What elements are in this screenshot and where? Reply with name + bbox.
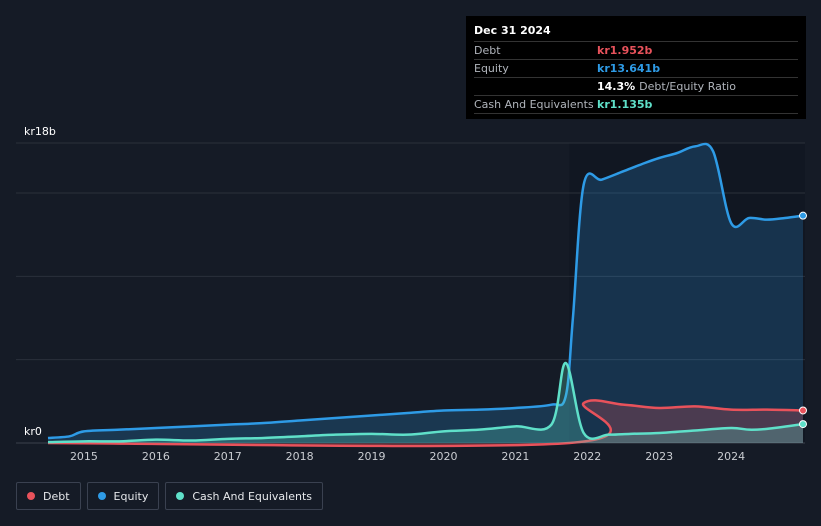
legend-label: Debt [43, 489, 70, 503]
tooltip-label [474, 78, 597, 95]
y-tick-label: kr18b [24, 125, 56, 138]
series-area-equity [48, 143, 803, 443]
tooltip-value: kr1.135b [597, 98, 653, 111]
tooltip-label: Equity [474, 62, 509, 75]
x-tick-label: 2015 [70, 450, 98, 463]
x-tick-label: 2022 [573, 450, 601, 463]
debt-dot-icon [27, 492, 35, 500]
legend-label: Equity [113, 489, 149, 503]
series-line-cash-and-equivalents [47, 361, 804, 444]
x-tick-label: 2023 [645, 450, 673, 463]
x-tick-label: 2018 [286, 450, 314, 463]
series-line-debt [47, 399, 804, 448]
tooltip-row-ratio: 14.3% Debt/Equity Ratio [474, 78, 798, 96]
tooltip-value: kr13.641b [597, 62, 661, 75]
x-tick-label: 2024 [717, 450, 745, 463]
legend-label: Cash And Equivalents [192, 489, 312, 503]
x-tick-label: 2017 [214, 450, 242, 463]
legend-item-cash[interactable]: Cash And Equivalents [165, 482, 323, 510]
cash-dot-icon [176, 492, 185, 500]
x-tick-label: 2016 [142, 450, 170, 463]
tooltip: Dec 31 2024 Debt kr1.952b Equity kr13.64… [466, 16, 806, 119]
tooltip-row-equity: Equity kr13.641b [474, 60, 798, 78]
series-end-point [799, 211, 807, 220]
tooltip-row-cash: Cash And Equivalents kr1.135b [474, 96, 798, 114]
series-end-point [799, 406, 807, 415]
equity-dot-icon [97, 492, 106, 500]
tooltip-ratio-suffix: Debt/Equity Ratio [639, 80, 736, 93]
x-tick-label: 2021 [501, 450, 529, 463]
tooltip-label: Debt [474, 44, 501, 57]
tooltip-row-debt: Debt kr1.952b [474, 42, 798, 60]
legend: Debt Equity Cash And Equivalents [16, 482, 323, 510]
tooltip-value: kr1.952b [597, 44, 653, 57]
series-end-point [799, 420, 807, 429]
series-area-cash-and-equivalents [48, 362, 803, 443]
legend-item-debt[interactable]: Debt [16, 482, 81, 510]
legend-item-equity[interactable]: Equity [86, 482, 160, 510]
tooltip-value: 14.3% [597, 80, 636, 93]
tooltip-label: Cash And Equivalents [474, 98, 594, 111]
y-tick-label: kr0 [24, 425, 42, 438]
x-tick-label: 2020 [429, 450, 457, 463]
tooltip-date: Dec 31 2024 [474, 24, 798, 42]
x-tick-label: 2019 [358, 450, 386, 463]
